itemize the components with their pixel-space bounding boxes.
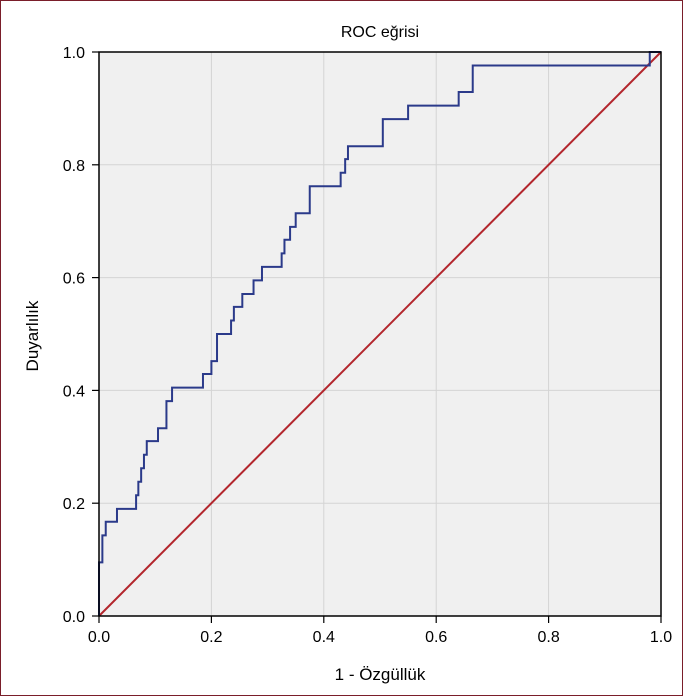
x-tick-label: 0.2 bbox=[200, 629, 222, 646]
y-tick-label: 0.8 bbox=[63, 158, 85, 175]
y-tick-label: 0.0 bbox=[63, 609, 85, 626]
y-tick-label: 0.4 bbox=[63, 383, 85, 400]
series-layer bbox=[98, 51, 662, 617]
plot-border bbox=[98, 51, 662, 617]
tick-marks bbox=[92, 51, 662, 623]
roc-curve-line bbox=[98, 51, 661, 616]
x-tick-label: 0.0 bbox=[88, 629, 110, 646]
x-axis-label: 1 - Özgüllük bbox=[335, 665, 426, 684]
x-tick-label: 0.6 bbox=[425, 629, 447, 646]
x-tick-label: 1.0 bbox=[650, 629, 672, 646]
tick-labels: 0.0 0.2 0.4 0.6 0.8 1.0 0.0 0.2 0.4 0.6 0.8 1.0 bbox=[63, 45, 672, 646]
reference-diagonal-line bbox=[98, 51, 662, 617]
x-tick-label: 0.8 bbox=[537, 629, 559, 646]
y-tick-label: 1.0 bbox=[63, 45, 85, 62]
chart-title: ROC eğrisi bbox=[341, 24, 419, 41]
x-tick-label: 0.4 bbox=[313, 629, 335, 646]
y-tick-label: 0.6 bbox=[63, 271, 85, 288]
y-axis-label: Duyarlılık bbox=[23, 300, 42, 371]
y-tick-label: 0.2 bbox=[63, 496, 85, 513]
grid-lines bbox=[99, 52, 661, 616]
